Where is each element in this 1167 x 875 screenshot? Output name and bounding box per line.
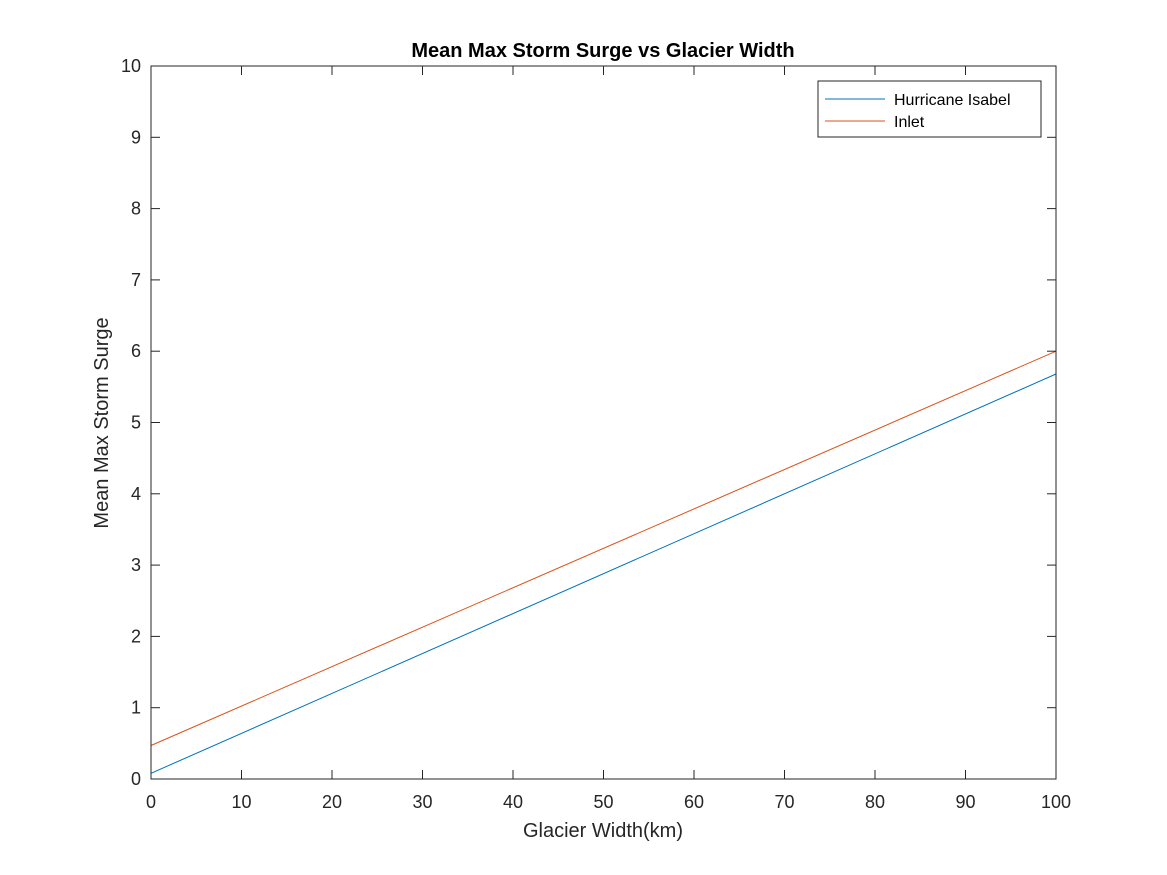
x-tick-label: 60 (684, 792, 704, 812)
plot-area (151, 66, 1056, 779)
x-tick-label: 40 (503, 792, 523, 812)
y-axis-label: Mean Max Storm Surge (91, 317, 113, 528)
x-tick-label: 20 (322, 792, 342, 812)
y-tick-label: 6 (131, 341, 141, 361)
y-tick-label: 5 (131, 413, 141, 433)
y-tick-label: 10 (121, 56, 141, 76)
chart-title: Mean Max Storm Surge vs Glacier Width (411, 40, 794, 62)
y-tick-label: 3 (131, 555, 141, 575)
legend: Hurricane Isabel Inlet (817, 80, 1042, 138)
legend-label-hurricane-isabel: Hurricane Isabel (894, 92, 1011, 109)
x-tick-label: 30 (412, 792, 432, 812)
x-axis-label: Glacier Width(km) (523, 820, 683, 842)
y-tick-label: 1 (131, 698, 141, 718)
x-tick-label: 10 (231, 792, 251, 812)
ticks-layer: 0 10 20 30 40 50 60 70 80 90 100 0 1 2 3 4 5 6 7 8 9 10 (121, 56, 1071, 812)
y-tick-label: 4 (131, 484, 141, 504)
y-tick-label: 8 (131, 199, 141, 219)
x-tick-label: 80 (865, 792, 885, 812)
series-line-hurricane-isabel (150, 373, 1057, 774)
x-tick-label: 70 (774, 792, 794, 812)
y-tick-label: 0 (131, 769, 141, 789)
axes-box (150, 65, 1057, 780)
x-tick-label: 90 (955, 792, 975, 812)
x-tick-label: 0 (146, 792, 156, 812)
series-line-inlet (150, 350, 1057, 746)
y-tick-label: 9 (131, 127, 141, 147)
legend-box (817, 80, 1042, 138)
x-tick-label: 100 (1041, 792, 1071, 812)
x-tick-label: 50 (593, 792, 613, 812)
y-tick-label: 7 (131, 270, 141, 290)
y-tick-label: 2 (131, 626, 141, 646)
series-layer (150, 350, 1057, 774)
legend-label-inlet: Inlet (894, 114, 925, 131)
